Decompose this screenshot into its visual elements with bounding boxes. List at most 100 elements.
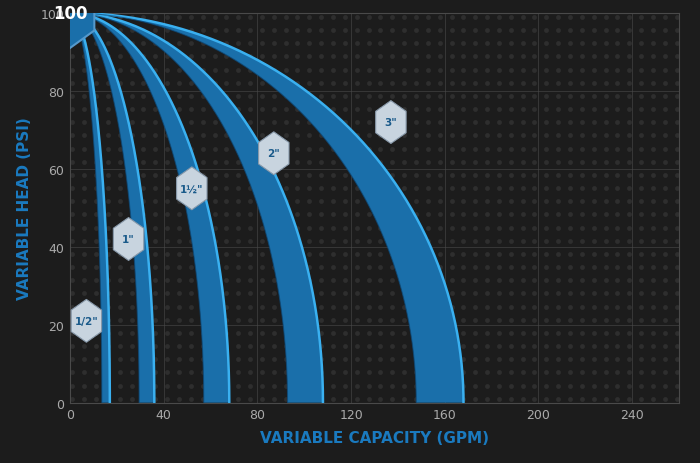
Point [114,172,125,179]
Point [328,264,339,271]
Point [351,132,363,140]
Point [340,198,351,206]
Point [363,264,374,271]
Point [328,172,339,179]
Point [66,27,78,35]
Point [422,343,433,350]
Point [162,211,173,219]
Point [90,356,101,363]
Point [280,356,291,363]
Point [197,172,209,179]
Point [304,211,315,219]
Point [434,343,445,350]
Point [292,67,303,74]
Point [624,40,635,48]
Point [552,277,564,284]
Point [162,145,173,153]
Point [648,382,659,389]
Point [174,54,185,61]
Point [671,54,682,61]
Point [434,330,445,337]
Point [304,369,315,376]
Point [292,225,303,232]
Point [102,395,113,403]
Point [126,225,137,232]
Point [292,395,303,403]
Point [209,225,220,232]
Point [659,290,671,298]
Point [540,198,552,206]
Point [386,250,398,258]
Point [648,93,659,100]
Point [458,395,469,403]
Point [422,119,433,126]
Point [576,303,587,311]
Point [624,198,635,206]
Point [588,382,599,389]
Point [588,264,599,271]
Point [340,264,351,271]
Polygon shape [258,132,289,175]
Point [648,159,659,166]
Point [174,369,185,376]
Point [470,238,481,245]
Point [636,40,647,48]
Point [564,159,575,166]
Point [328,145,339,153]
Point [398,277,409,284]
Point [232,277,244,284]
Point [374,264,386,271]
Point [529,382,540,389]
Point [529,185,540,192]
Point [446,93,457,100]
Point [292,132,303,140]
Point [410,14,421,21]
Point [186,395,197,403]
Point [304,250,315,258]
Point [588,185,599,192]
Point [102,93,113,100]
Point [552,106,564,113]
Point [529,145,540,153]
Point [90,132,101,140]
Point [636,80,647,87]
Point [648,211,659,219]
Point [648,80,659,87]
Point [494,225,505,232]
Point [446,132,457,140]
Point [304,14,315,21]
Point [624,67,635,74]
Point [174,106,185,113]
Point [150,40,161,48]
Point [374,250,386,258]
Point [576,211,587,219]
Point [363,159,374,166]
Point [482,93,493,100]
Point [529,119,540,126]
Point [600,238,611,245]
Point [126,316,137,324]
Point [351,14,363,21]
Point [340,277,351,284]
Point [398,185,409,192]
Point [386,119,398,126]
Point [374,303,386,311]
Point [197,67,209,74]
Point [102,316,113,324]
Point [636,264,647,271]
Point [256,80,267,87]
Point [280,290,291,298]
Point [600,67,611,74]
Point [102,40,113,48]
Point [220,277,232,284]
Point [517,93,528,100]
Point [268,106,279,113]
Point [363,54,374,61]
Point [470,356,481,363]
Point [659,80,671,87]
Point [126,250,137,258]
Point [588,369,599,376]
Point [446,277,457,284]
Point [114,132,125,140]
Point [588,198,599,206]
